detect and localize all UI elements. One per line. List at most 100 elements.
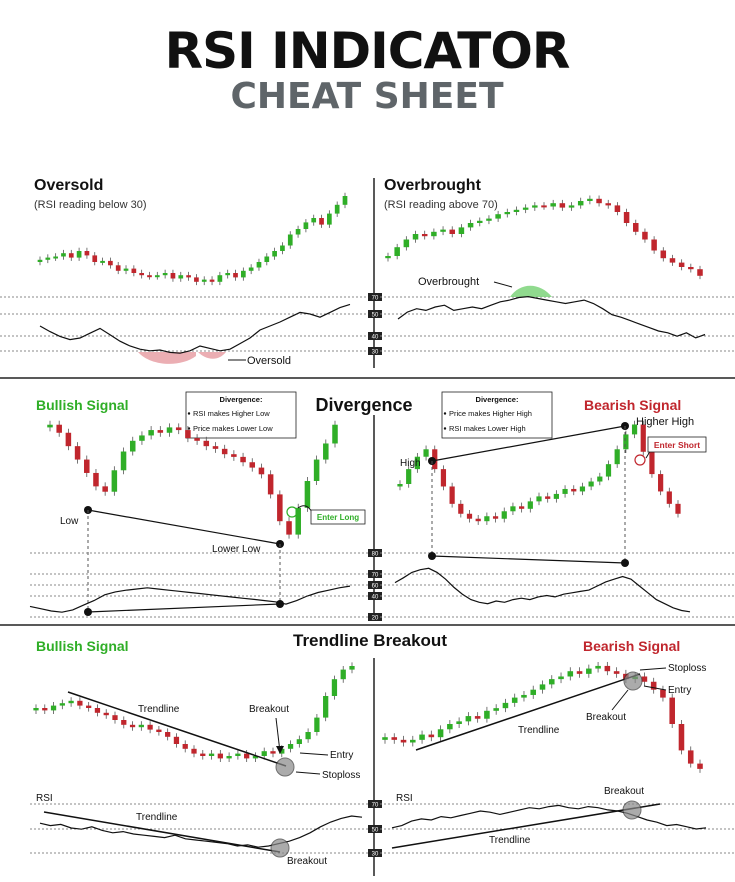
candle-bearish [440, 469, 447, 487]
candle-bullish [120, 451, 127, 471]
panel-bearish-divergence: Bearish Signal Divergence: Price makes H… [380, 391, 735, 618]
oversold-title: Oversold [34, 177, 103, 194]
candle-bullish [287, 234, 293, 246]
candle-bullish [412, 234, 419, 240]
candle-bearish [519, 506, 525, 509]
oversold-rsi-levels: 70 50 40 30 [0, 293, 382, 356]
candle-bullish [548, 679, 555, 685]
candle-bearish [633, 223, 639, 232]
candle-bearish [475, 518, 481, 522]
candle-bullish [539, 684, 546, 690]
candle-bearish [200, 753, 206, 756]
bull-div-rsi-line [29, 585, 351, 613]
candle-bearish [165, 732, 171, 737]
candle-bullish [406, 469, 412, 484]
bear-div-rsi-divergence-line [431, 555, 626, 564]
candle-bullish [50, 705, 57, 711]
candle-bullish [440, 229, 446, 232]
bear-break-stoploss-label: Stoploss [668, 663, 706, 674]
candle-bullish [595, 665, 601, 669]
bull-break-stoploss-label: Stoploss [322, 770, 360, 781]
candle-bullish [382, 737, 388, 740]
bear-break-trendline-label: Trendline [518, 725, 560, 736]
enter-short-label: Enter Short [654, 440, 700, 450]
candle-bearish [658, 474, 664, 492]
tb-level-30: 30 [372, 852, 379, 858]
candle-bearish [233, 273, 238, 278]
bull-div-legend-item-1: RSI makes Higher Low [193, 409, 270, 418]
candle-bearish [157, 430, 164, 433]
oversold-candles [37, 192, 348, 286]
candle-bullish [577, 201, 584, 206]
candle-bearish [84, 251, 90, 256]
candle-bearish [74, 446, 81, 460]
candle-bullish [511, 697, 518, 703]
candle-bullish [323, 443, 329, 460]
candle-bullish [53, 256, 58, 259]
candle-bullish [477, 220, 483, 223]
overbrought-rsi-line [397, 295, 706, 339]
candle-bearish [391, 737, 398, 740]
candle-bullish [226, 756, 232, 759]
candle-bullish [261, 751, 267, 756]
oversold-level-70: 70 [372, 296, 379, 302]
candle-bullish [166, 427, 173, 433]
candle-bearish [92, 255, 98, 262]
candle-bullish [100, 260, 105, 263]
candle-bullish [397, 484, 403, 487]
overbrought-candles [385, 195, 703, 280]
bear-break-rsi-line [391, 804, 707, 830]
candle-bullish [252, 756, 259, 759]
candle-bearish [650, 681, 657, 690]
candle-bearish [571, 488, 577, 492]
candle-bullish [495, 214, 501, 219]
candle-bullish [303, 222, 309, 229]
candle-bullish [567, 671, 574, 677]
candle-bearish [545, 496, 551, 499]
bear-break-rsi-label: RSI [396, 793, 413, 804]
candle-bearish [541, 205, 547, 208]
bear-div-high-label: High [400, 458, 421, 469]
candle-bullish [332, 424, 338, 444]
candle-bullish [349, 666, 355, 670]
bear-div-legend-heading: Divergence: [476, 395, 519, 404]
candle-bullish [201, 279, 207, 282]
candle-bearish [244, 753, 250, 759]
candle-bearish [129, 724, 136, 728]
candle-bearish [641, 676, 648, 682]
overbrought-title: Overbrought [384, 177, 482, 194]
candle-bearish [669, 697, 675, 724]
candle-bullish [536, 496, 542, 502]
candle-bullish [558, 676, 564, 680]
candle-bullish [331, 679, 338, 696]
bear-div-legend-box [441, 391, 553, 439]
page-title: RSI INDICATOR [165, 22, 570, 80]
candle-bullish [295, 229, 301, 235]
div-level-20: 20 [372, 616, 379, 622]
candle-bearish [270, 751, 276, 754]
candle-bullish [437, 729, 444, 738]
bear-div-higherhigh-label: Higher High [636, 416, 694, 428]
bull-break-rsi-levels: 70 50 30 [30, 800, 382, 858]
panel-bearish-breakout: Bearish Signal Stoploss Entry Breakout T… [380, 638, 735, 854]
candle-bearish [173, 736, 180, 744]
candle-bullish [431, 231, 437, 237]
bull-break-breakout-label: Breakout [249, 704, 289, 715]
candle-bearish [613, 671, 620, 674]
div-level-70: 70 [372, 573, 379, 579]
oversold-level-40: 40 [372, 335, 379, 341]
bull-div-rsi-levels: 80 70 60 40 20 [30, 549, 382, 622]
candle-bullish [587, 198, 593, 201]
candle-bearish [596, 198, 602, 204]
section-divergence-title: Divergence [315, 395, 412, 415]
candle-bullish [61, 253, 66, 257]
candle-bearish [277, 494, 283, 522]
candle-bullish [280, 245, 285, 251]
bull-div-legend-heading: Divergence: [220, 395, 263, 404]
panel-bullish-divergence: Bullish Signal Divergence: RSI makes Hig… [29, 391, 382, 622]
bull-break-title: Bullish Signal [36, 638, 129, 654]
bull-break-rsi-label: RSI [36, 793, 53, 804]
candle-bullish [111, 470, 118, 492]
candle-bearish [605, 203, 611, 206]
bull-div-legend-box [185, 391, 297, 439]
